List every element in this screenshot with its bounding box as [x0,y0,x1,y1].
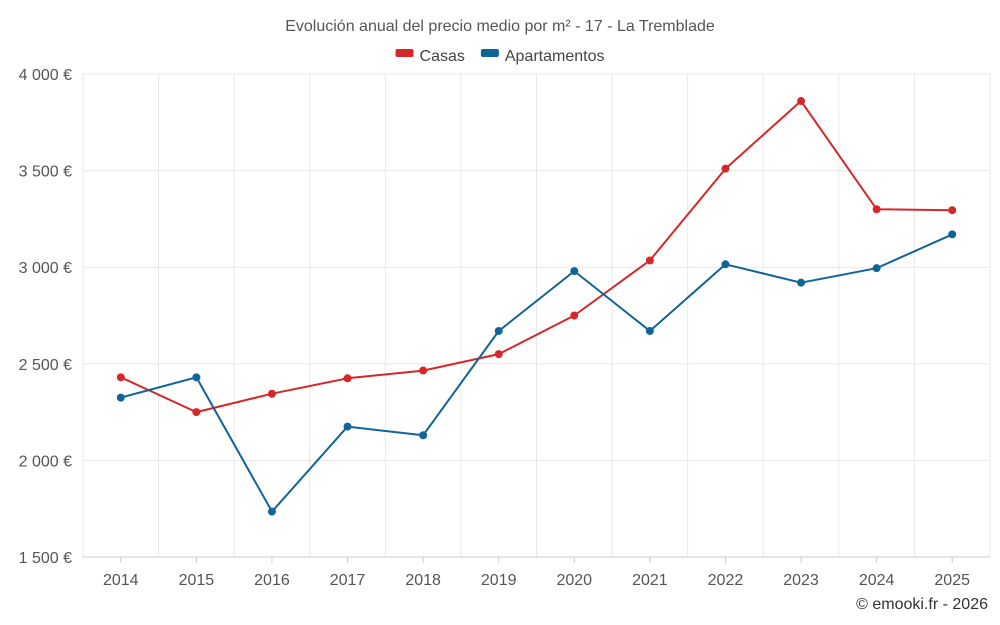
y-tick-label: 3 500 € [19,164,72,181]
x-tick-label: 2020 [556,572,592,589]
data-point-casas[interactable] [570,311,579,320]
data-point-apartamentos[interactable] [192,373,201,382]
data-point-apartamentos[interactable] [419,431,428,440]
y-tick-label: 1 500 € [19,550,72,567]
data-point-casas[interactable] [267,389,276,398]
data-point-apartamentos[interactable] [797,278,806,287]
x-tick-label: 2025 [934,572,970,589]
data-point-casas[interactable] [872,205,881,214]
data-point-casas[interactable] [343,374,352,383]
legend-item[interactable]: Apartamentos [480,48,605,65]
legend-swatch [480,49,499,57]
x-tick-label: 2022 [708,572,744,589]
legend-label: Casas [420,48,465,65]
x-tick-label: 2024 [859,572,895,589]
x-tick-label: 2023 [783,572,819,589]
data-point-apartamentos[interactable] [116,393,125,402]
x-tick-label: 2021 [632,572,668,589]
y-tick-label: 2 500 € [19,357,72,374]
data-point-apartamentos[interactable] [343,422,352,431]
x-tick-label: 2015 [179,572,215,589]
data-point-apartamentos[interactable] [494,326,503,335]
legend[interactable]: Casas Apartamentos [395,48,605,65]
series-casas [116,97,957,417]
data-point-apartamentos[interactable] [267,507,276,516]
y-tick-label: 2 000 € [19,453,72,470]
axes: 1 500 € 2 000 € 2 500 € 3 000 € 3 500 € 4 000… [19,67,990,589]
legend-label: Apartamentos [505,48,605,65]
x-tick-label: 2019 [481,572,517,589]
data-point-apartamentos[interactable] [721,260,730,269]
data-point-apartamentos[interactable] [645,326,654,335]
y-tick-label: 4 000 € [19,67,72,84]
legend-swatch [395,49,414,57]
data-point-apartamentos[interactable] [570,267,579,276]
data-point-apartamentos[interactable] [948,230,957,239]
credit-text: © emooki.fr - 2026 [856,596,988,613]
data-point-casas[interactable] [494,350,503,359]
data-point-apartamentos[interactable] [872,264,881,273]
data-point-casas[interactable] [116,373,125,382]
x-tick-label: 2018 [405,572,441,589]
x-tick-label: 2017 [330,572,366,589]
y-tick-label: 3 000 € [19,260,72,277]
x-tick-label: 2014 [103,572,139,589]
data-point-casas[interactable] [645,256,654,265]
grid [82,73,991,558]
series-layer [116,97,957,516]
legend-item[interactable]: Casas [395,48,465,65]
x-tick-label: 2016 [254,572,290,589]
series-line-casas [120,100,953,414]
series-line-apartamentos [120,233,953,513]
data-point-casas[interactable] [419,366,428,375]
chart-title: Evolución anual del precio medio por m² … [285,18,715,35]
data-point-casas[interactable] [192,408,201,417]
data-point-casas[interactable] [797,97,806,106]
data-point-casas[interactable] [721,164,730,173]
series-apartamentos [116,230,957,516]
data-point-casas[interactable] [948,206,957,215]
